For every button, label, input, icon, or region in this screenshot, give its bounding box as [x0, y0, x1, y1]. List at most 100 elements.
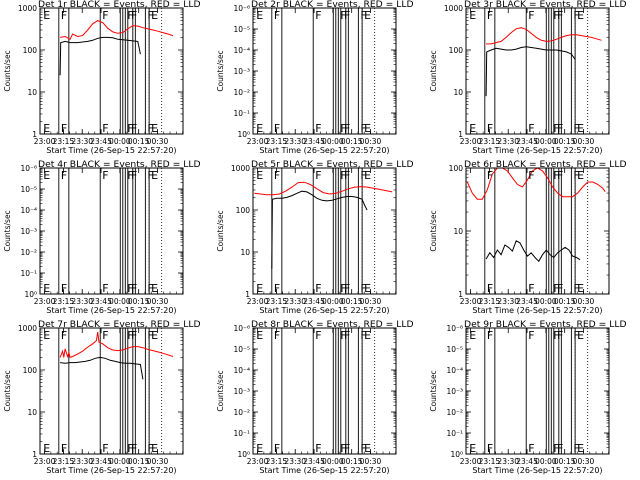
- series-line-black: [59, 36, 141, 76]
- chart-panel-6: Det 6r BLACK = Events, RED = LLD Counts/s…: [429, 159, 627, 315]
- marker-label-bottom: F: [102, 442, 108, 455]
- marker-label-bottom: F: [487, 282, 493, 295]
- marker-label-top: F: [573, 329, 579, 342]
- x-axis-label: Start Time (26-Sep-15 22:57:20): [46, 146, 176, 155]
- marker-label-bottom: F: [557, 122, 563, 135]
- x-tick-label: 00:00: [109, 457, 131, 466]
- y-tick-label: 10: [453, 227, 463, 236]
- marker-label-top: F: [61, 169, 67, 182]
- marker-label-top: F: [573, 9, 579, 22]
- y-tick-label: 1000: [444, 4, 463, 13]
- series-line-black: [485, 46, 576, 97]
- x-tick-label: 23:00: [460, 457, 482, 466]
- marker-label-top: E: [43, 169, 50, 182]
- marker-label-top: F: [340, 9, 346, 22]
- marker-label-bottom: E: [43, 442, 50, 455]
- x-axis-label: Start Time (26-Sep-15 22:57:20): [259, 466, 389, 475]
- y-tick-label: 100: [449, 46, 464, 55]
- x-tick-label: 00:00: [322, 457, 344, 466]
- chart-title: Det 6r BLACK = Events, RED = LLD: [464, 159, 627, 170]
- chart-title: Det 3r BLACK = Events, RED = LLD: [464, 0, 627, 10]
- x-tick-label: 00:00: [535, 297, 557, 306]
- marker-label-top: F: [557, 329, 563, 342]
- marker-label-bottom: F: [360, 282, 366, 295]
- y-tick-label: 1: [32, 130, 37, 139]
- marker-label-bottom: E: [256, 282, 263, 295]
- x-tick-label: 23:00: [247, 457, 269, 466]
- marker-label-top: F: [127, 9, 133, 22]
- marker-label-bottom: E: [577, 122, 584, 135]
- y-tick-label: 10⁻³: [233, 67, 250, 76]
- marker-label-top: E: [151, 169, 158, 182]
- x-axis-label: Start Time (26-Sep-15 22:57:20): [259, 306, 389, 315]
- marker-label-top: F: [61, 329, 67, 342]
- x-tick-label: 00:30: [147, 137, 169, 146]
- x-tick-label: 23:15: [53, 457, 75, 466]
- marker-label-top: F: [557, 169, 563, 182]
- plot-frame: [465, 7, 610, 135]
- x-tick-label: 00:15: [554, 457, 576, 466]
- y-tick-label: 10⁻³: [233, 387, 250, 396]
- marker-label-top: E: [43, 329, 50, 342]
- marker-label-top: F: [360, 9, 366, 22]
- x-tick-label: 00:30: [573, 457, 595, 466]
- marker-label-top: E: [577, 329, 584, 342]
- chart-panel-1: Det 1r BLACK = Events, RED = LLD Counts/s…: [3, 0, 201, 155]
- x-tick-label: 00:30: [147, 297, 169, 306]
- series-group: [254, 181, 393, 269]
- y-tick-label: 1: [245, 290, 250, 299]
- marker-label-bottom: F: [344, 122, 350, 135]
- y-axis-label: Counts/sec: [429, 210, 438, 251]
- x-tick-label: 00:30: [573, 137, 595, 146]
- y-tick-label: 100: [449, 164, 464, 173]
- marker-label-top: E: [577, 9, 584, 22]
- chart-title: Det 7r BLACK = Events, RED = LLD: [38, 319, 201, 330]
- y-tick-label: 10⁰: [24, 290, 37, 299]
- marker-label-top: F: [102, 169, 108, 182]
- marker-label-bottom: F: [315, 282, 321, 295]
- y-tick-label: 10⁰: [450, 450, 463, 459]
- x-tick-label: 23:45: [303, 297, 325, 306]
- series-line-black: [271, 190, 368, 269]
- marker-label-top: F: [127, 329, 133, 342]
- x-tick-label: 23:30: [284, 137, 306, 146]
- marker-label-bottom: E: [469, 122, 476, 135]
- x-tick-label: 23:15: [53, 137, 75, 146]
- marker-label-bottom: F: [360, 122, 366, 135]
- plot-frame: [252, 327, 397, 455]
- marker-label-top: E: [469, 329, 476, 342]
- marker-label-bottom: F: [344, 442, 350, 455]
- marker-label-top: F: [487, 329, 493, 342]
- plot-frame: [39, 7, 184, 135]
- y-tick-label: 10⁻¹: [446, 429, 463, 438]
- marker-label-bottom: F: [315, 442, 321, 455]
- marker-label-bottom: F: [274, 282, 280, 295]
- marker-label-top: F: [557, 9, 563, 22]
- marker-label-bottom: F: [360, 442, 366, 455]
- marker-label-top: F: [315, 329, 321, 342]
- marker-label-top: F: [131, 329, 137, 342]
- marker-label-bottom: E: [43, 122, 50, 135]
- marker-label-top: F: [553, 169, 559, 182]
- marker-label-top: F: [102, 329, 108, 342]
- x-tick-label: 00:00: [109, 137, 131, 146]
- marker-label-bottom: F: [340, 282, 346, 295]
- marker-label-top: F: [528, 329, 534, 342]
- marker-label-bottom: F: [147, 282, 153, 295]
- marker-label-bottom: F: [553, 282, 559, 295]
- series-line-red: [60, 20, 174, 40]
- y-tick-label: 10: [27, 408, 37, 417]
- marker-label-top: F: [344, 9, 350, 22]
- marker-label-bottom: F: [553, 122, 559, 135]
- y-tick-label: 10⁻⁵: [446, 345, 463, 354]
- y-axis-label: Counts/sec: [3, 210, 12, 251]
- marker-label-bottom: F: [487, 442, 493, 455]
- marker-label-bottom: F: [344, 282, 350, 295]
- y-tick-label: 1000: [231, 164, 250, 173]
- y-tick-label: 10⁻⁶: [446, 324, 463, 333]
- y-axis-label: Counts/sec: [216, 210, 225, 251]
- x-tick-label: 23:00: [460, 297, 482, 306]
- marker-label-bottom: F: [127, 442, 133, 455]
- x-axis-label: Start Time (26-Sep-15 22:57:20): [46, 466, 176, 475]
- x-tick-label: 23:00: [34, 297, 56, 306]
